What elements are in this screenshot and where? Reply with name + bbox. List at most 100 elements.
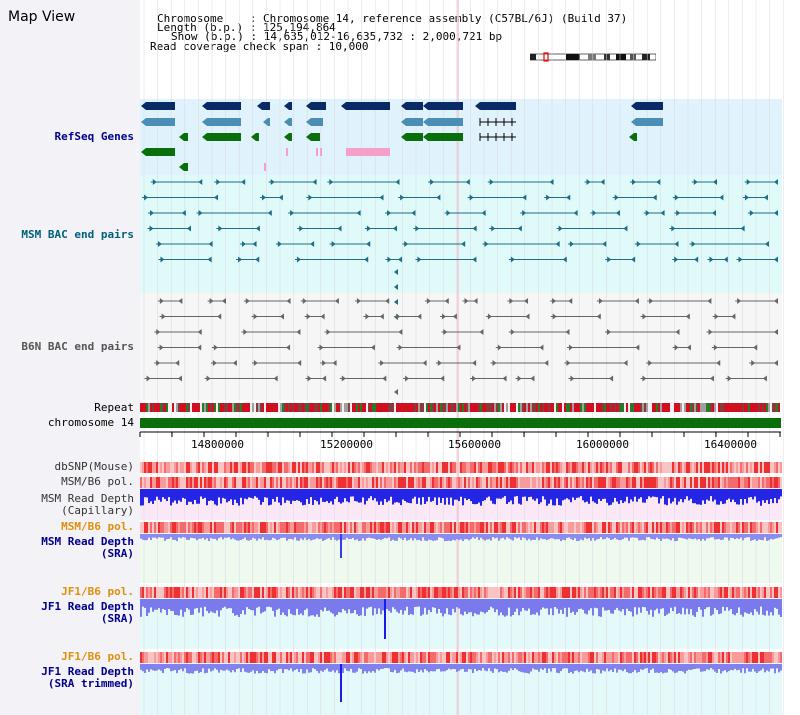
msm-bac-label[interactable]: MSM BAC end pairs [21, 228, 134, 241]
b6n-bac-end-marker [394, 389, 398, 395]
jf1-depth-sra-label[interactable]: JF1 Read Depth (SRA) [41, 600, 134, 625]
jf1-b6-pol2-cell [608, 652, 610, 663]
dbsnp-cell [144, 462, 146, 473]
repeat-segment [638, 403, 640, 412]
jf1-depth-trim-bar [180, 664, 182, 669]
jf1-depth-trim-bar [370, 664, 372, 673]
dbsnp-cell [226, 462, 228, 473]
msm-depth-sra-bar [700, 534, 702, 541]
msm-depth-cap-bar [522, 489, 524, 497]
repeat-segment [472, 403, 474, 412]
refseq-gene-block [636, 102, 663, 110]
dbsnp-cell [166, 462, 168, 473]
msm-depth-cap-bar [318, 489, 320, 505]
msm-depth-sra-bar [586, 534, 588, 539]
jf1-b6-pol2-cell [656, 652, 658, 663]
msm-bac-end-marker [744, 194, 749, 201]
msm-depth-sra-bar [488, 534, 490, 540]
msm-depth-cap-bar [400, 489, 402, 506]
msm-depth-sra-bar [538, 534, 540, 541]
msm-depth-sra-label[interactable]: MSM Read Depth (SRA) [41, 535, 134, 560]
dbsnp-cell [662, 462, 664, 473]
msm-bac-end-marker [207, 256, 212, 263]
msm-b6-pol2-cell [156, 522, 158, 533]
msm-depth-sra-bar [554, 534, 556, 540]
msm-depth-capillary-label[interactable]: MSM Read Depth (Capillary) [41, 492, 134, 517]
jf1-depth-trim-bar [240, 664, 242, 673]
repeat-segment [546, 403, 548, 412]
dbsnp-cell [648, 462, 650, 473]
dbsnp-cell [222, 462, 224, 473]
msm-b6-pol-cell [584, 477, 586, 488]
msm-b6-pol2-cell [670, 522, 672, 533]
msm-depth-sra-bar [476, 534, 478, 538]
repeat-label[interactable]: Repeat [94, 401, 134, 414]
b6n-bac-end-marker [243, 329, 248, 335]
jf1-b6-pol2-cell [244, 652, 246, 663]
jf1-b6-pol2-cell [532, 652, 534, 663]
refseq-gene-block [289, 133, 292, 141]
msm-depth-sra-bar [408, 534, 410, 540]
msm-b6-pol-label[interactable]: MSM/B6 pol. [61, 475, 134, 488]
b6n-bac-label[interactable]: B6N BAC end pairs [21, 340, 134, 353]
msm-depth-sra-bar [734, 534, 736, 540]
jf1-depth-trim-bar [564, 664, 566, 669]
msm-b6-pol-cell [156, 477, 158, 488]
jf1-b6-pol2-cell [600, 652, 602, 663]
jf1-depth-trim-bar [742, 664, 744, 669]
msm-depth-cap-bar [404, 489, 406, 501]
jf1-b6-pol-cell [566, 587, 568, 598]
repeat-segment [702, 403, 704, 412]
jf1-depth-trim-label[interactable]: JF1 Read Depth (SRA trimmed) [41, 665, 134, 690]
msm-b6-pol2-cell [734, 522, 736, 533]
dbsnp-cell [508, 462, 510, 473]
jf1-b6-pol2-cell [606, 652, 608, 663]
msm-b6-pol-cell [608, 477, 610, 488]
msm-depth-sra-bar [460, 534, 462, 540]
jf1-b6-pol-cell [558, 587, 560, 598]
b6n-bac-end-marker [753, 344, 758, 351]
dbsnp-cell [426, 462, 428, 473]
msm-depth-sra-bar [372, 534, 374, 539]
repeat-segment [658, 403, 660, 412]
b6n-bac-end-marker [510, 329, 515, 335]
jf1-depth-sra-bar [358, 599, 360, 616]
msm-b6-pol-cell [778, 477, 780, 488]
repeat-segment [370, 403, 372, 412]
msm-b6-pol-cell [496, 477, 498, 488]
repeat-segment [712, 403, 714, 412]
repeat-segment [334, 403, 336, 412]
jf1-b6-pol2-cell [390, 652, 392, 663]
repeat-segment [576, 403, 578, 412]
msm-b6-pol-cell [658, 477, 660, 488]
repeat-segment [142, 403, 144, 412]
dbsnp-label[interactable]: dbSNP(Mouse) [54, 460, 134, 473]
jf1-depth-trim-bar [176, 664, 178, 674]
msm-depth-sra-bar [260, 534, 262, 540]
jf1-b6-pol2-cell [342, 652, 344, 663]
msm-depth-sra-bar [284, 534, 286, 538]
repeat-segment [226, 403, 228, 412]
repeat-segment [278, 403, 280, 412]
msm-depth-sra-bar [716, 534, 718, 540]
jf1-b6-pol-cell [220, 587, 222, 598]
jf1-b6-pol2-cell [288, 652, 290, 663]
jf1-b6-pol2-cell [492, 652, 494, 663]
dbsnp-cell [410, 462, 412, 473]
jf1-depth-trim-bar [494, 664, 496, 669]
jf1-b6-pol2-cell [620, 652, 622, 663]
jf1-b6-pol-label[interactable]: JF1/B6 pol. [61, 585, 134, 598]
repeat-segment [508, 403, 510, 412]
jf1-b6-pol2-cell [774, 652, 776, 663]
repeat-segment [710, 403, 712, 412]
jf1-b6-pol2-cell [682, 652, 684, 663]
repeat-segment [698, 403, 700, 412]
msm-b6-pol2-cell [386, 522, 388, 533]
msm-depth-cap-bar [392, 489, 394, 505]
dbsnp-cell [358, 462, 360, 473]
jf1-b6-pol2-label[interactable]: JF1/B6 pol. [61, 650, 134, 663]
msm-b6-pol2-label[interactable]: MSM/B6 pol. [61, 520, 134, 533]
msm-b6-pol2-cell [476, 522, 478, 533]
refseq-genes-label[interactable]: RefSeq Genes [54, 130, 134, 143]
